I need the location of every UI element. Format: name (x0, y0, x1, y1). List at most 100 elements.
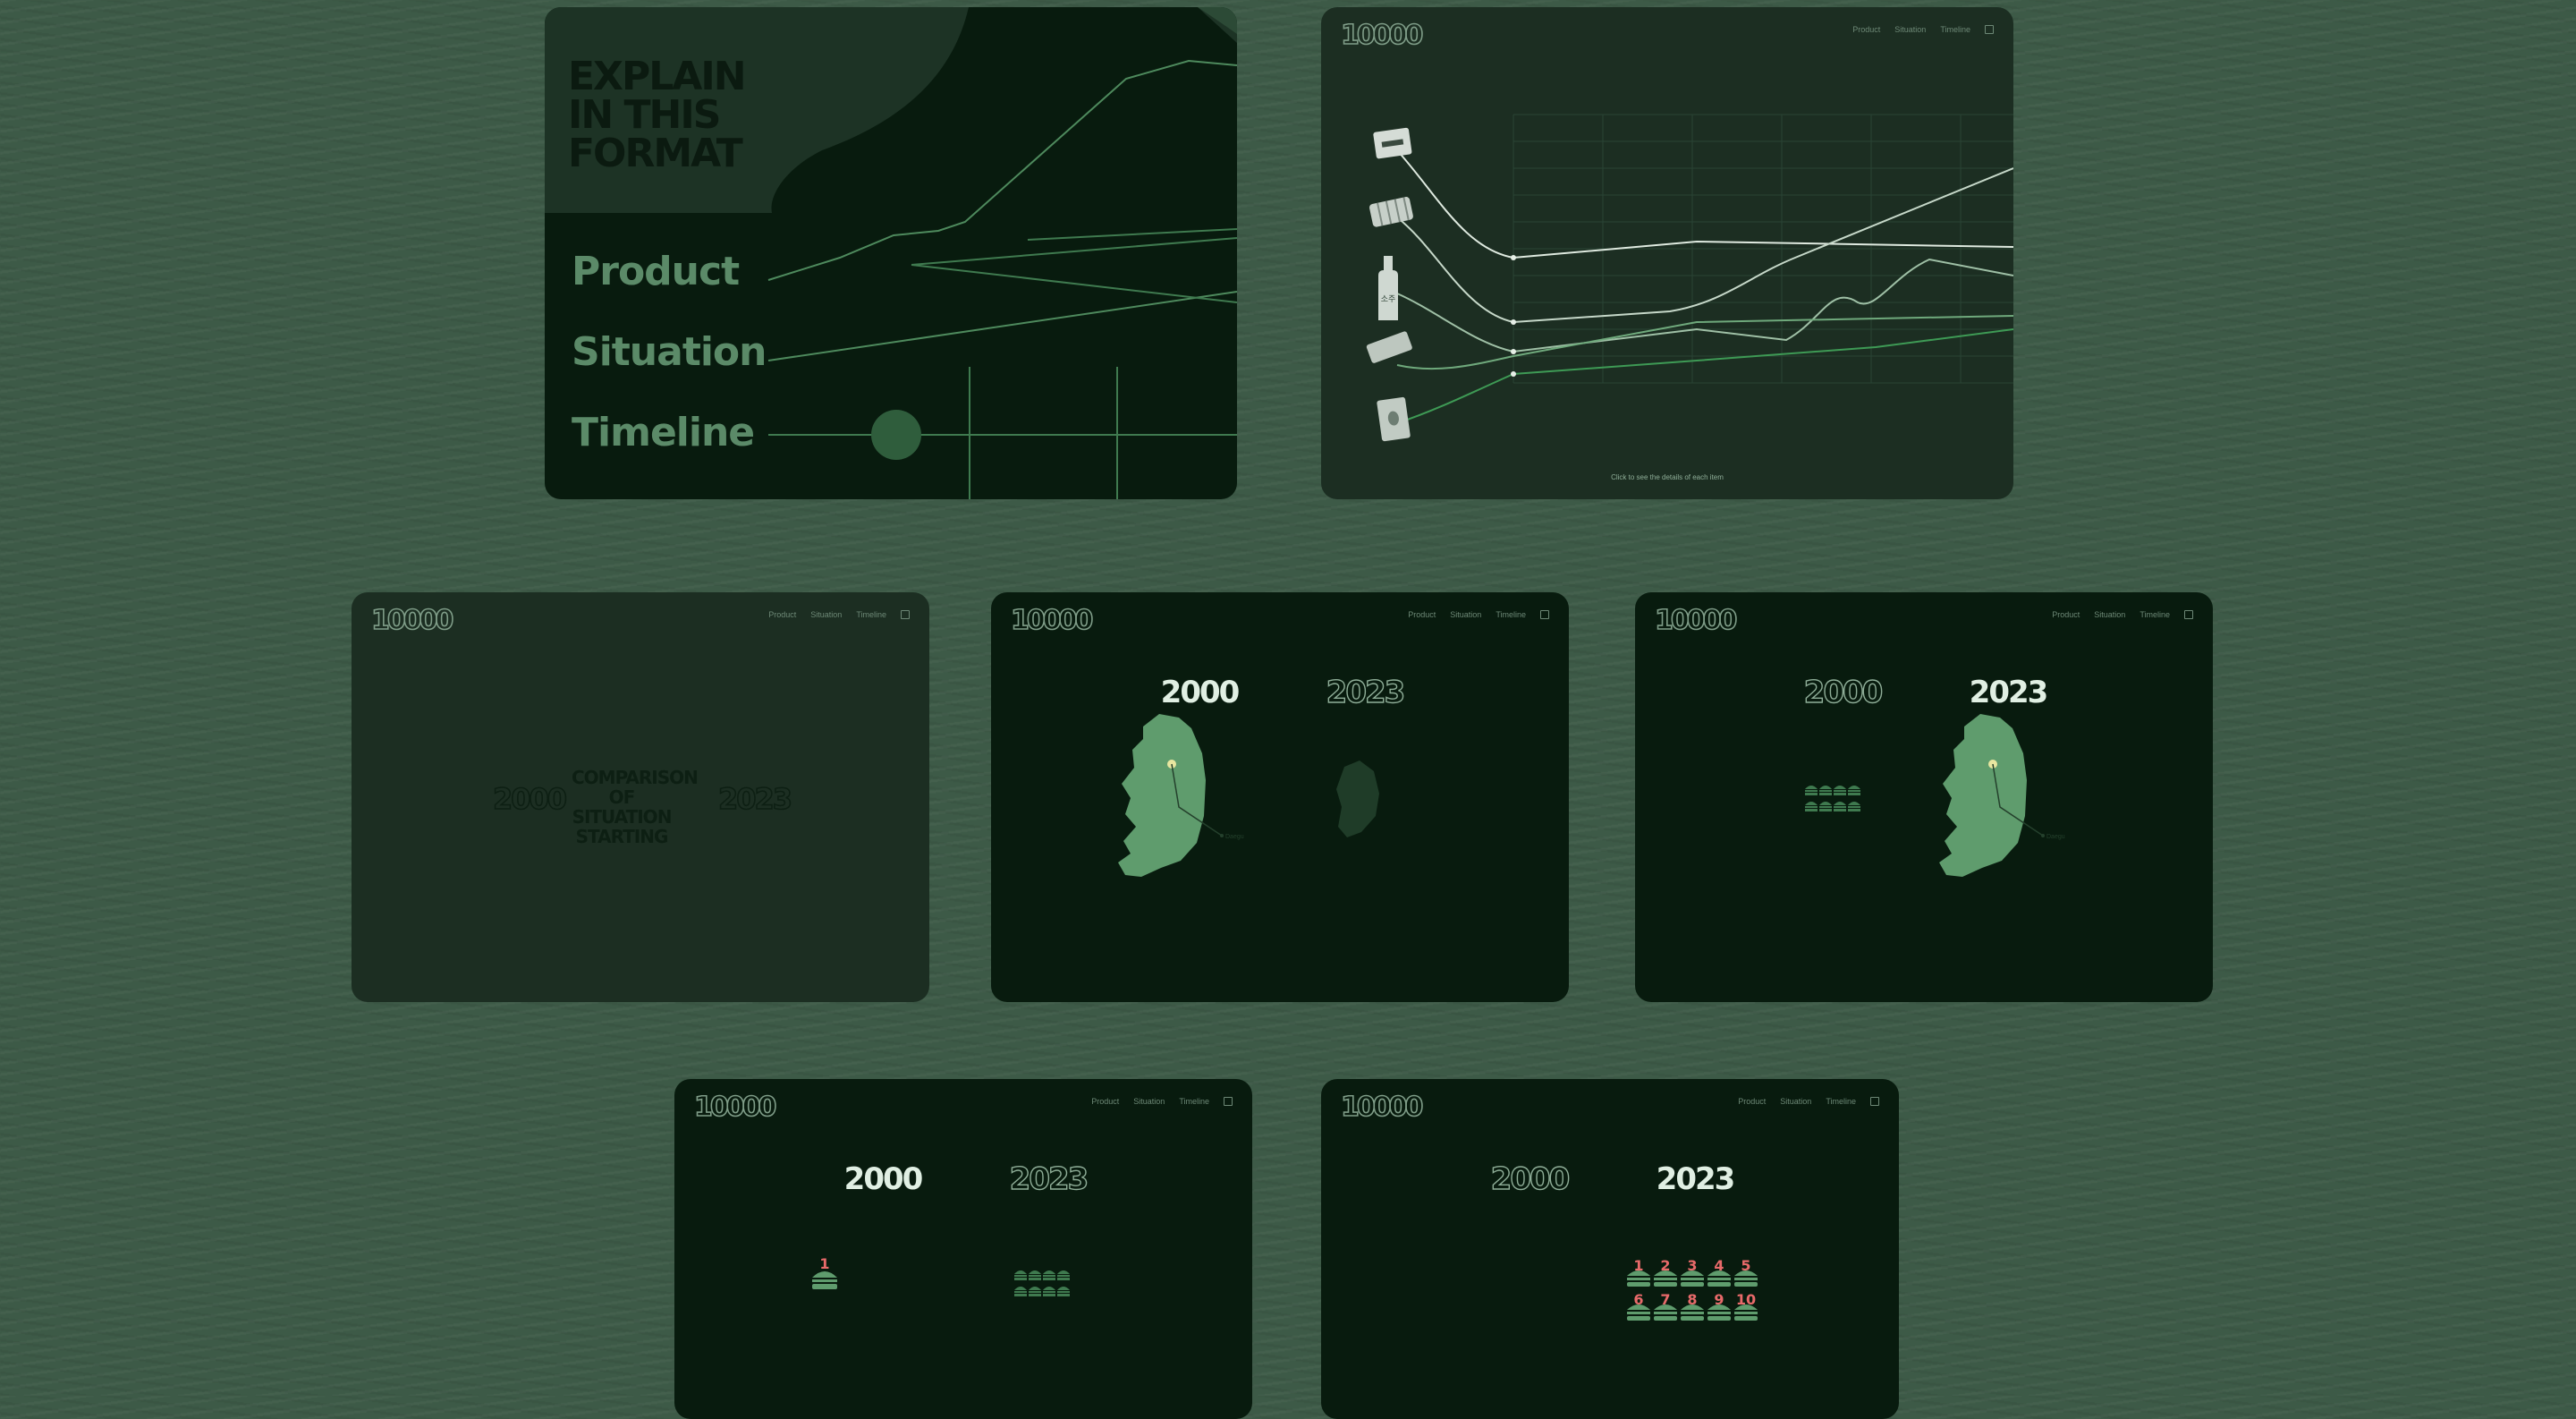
menu-product[interactable]: Product (572, 249, 740, 294)
product-chart-card: 10000 Product Situation Timeline (1321, 7, 2013, 499)
burger-cluster-icon (1805, 786, 1860, 811)
nav-product[interactable]: Product (1738, 1097, 1767, 1106)
burger-icon (812, 1271, 837, 1289)
burger-number: 10 (1736, 1291, 1756, 1308)
count-2023-card: 10000 Product Situation Timeline 2000 20… (1321, 1079, 1899, 1419)
menu-timeline[interactable]: Timeline (572, 410, 755, 455)
nav-timeline[interactable]: Timeline (1179, 1097, 1209, 1106)
burger-number: 4 (1714, 1257, 1724, 1274)
brand-logo[interactable]: 10000 (1654, 604, 1738, 637)
comparison-year-from: 2000 (492, 781, 568, 817)
product-lines-graphic: 소주 (1366, 114, 2013, 442)
packet-icon[interactable] (1373, 127, 1412, 159)
burger-grid (1627, 1270, 1758, 1321)
comparison-year-to: 2023 (717, 781, 793, 817)
korea-map-graphic: Daegu (1118, 714, 1379, 877)
korea-map-2000 (1118, 714, 1206, 877)
burger-number: 2 (1660, 1257, 1670, 1274)
nav-situation[interactable]: Situation (810, 610, 843, 619)
intro-card: EXPLAIN IN THIS FORMAT Product Situation… (545, 7, 1237, 499)
top-nav: Product Situation Timeline (768, 610, 910, 619)
brand-logo[interactable]: 10000 (1010, 604, 1094, 637)
external-link-icon[interactable] (1985, 25, 1994, 34)
brand-logo[interactable]: 10000 (370, 604, 454, 637)
nav-timeline[interactable]: Timeline (1496, 610, 1526, 619)
bottle-icon[interactable]: 소주 (1378, 256, 1398, 320)
top-nav: Product Situation Timeline (1852, 25, 1994, 34)
pouch-icon[interactable] (1377, 396, 1411, 442)
year-2000-tab[interactable]: 2000 (843, 1161, 924, 1197)
nav-product[interactable]: Product (1852, 25, 1881, 34)
external-link-icon[interactable] (1224, 1097, 1233, 1106)
caption-line: STARTING (575, 826, 669, 847)
burger-number: 3 (1687, 1257, 1697, 1274)
caption-line: COMPARISON (572, 767, 699, 788)
intro-title-line: FORMAT (568, 131, 743, 176)
bottle-label: 소주 (1381, 294, 1396, 304)
year-2023-tab[interactable]: 2023 (1326, 674, 1406, 710)
burger-number: 5 (1741, 1257, 1750, 1274)
nav-situation[interactable]: Situation (2094, 610, 2126, 619)
nav-product[interactable]: Product (768, 610, 797, 619)
nav-product[interactable]: Product (2052, 610, 2080, 619)
nav-timeline[interactable]: Timeline (2140, 610, 2170, 619)
nav-situation[interactable]: Situation (1780, 1097, 1812, 1106)
intro-title-panel (545, 7, 969, 213)
nav-situation[interactable]: Situation (1450, 610, 1482, 619)
year-2000-tab[interactable]: 2000 (1490, 1160, 1571, 1197)
burger-number: 7 (1660, 1291, 1670, 1308)
top-nav: Product Situation Timeline (1408, 610, 1549, 619)
burger-number: 1 (819, 1255, 829, 1272)
year-2023-tab[interactable]: 2023 (1969, 675, 2049, 710)
nav-timeline[interactable]: Timeline (1826, 1097, 1856, 1106)
series-line-3 (1396, 258, 2013, 353)
comparison-caption: COMPARISON OF SITUATION STARTING (572, 767, 699, 847)
nav-product[interactable]: Product (1091, 1097, 1120, 1106)
map-2023-card: 10000 Product Situation Timeline 2000 20… (1635, 592, 2213, 1002)
external-link-icon[interactable] (1870, 1097, 1879, 1106)
brand-logo[interactable]: 10000 (693, 1091, 777, 1124)
menu-situation[interactable]: Situation (572, 329, 767, 375)
intro-graphic (545, 7, 1237, 499)
comparison-intro-card: 10000 Product Situation Timeline 2000 CO… (352, 592, 929, 1002)
count-2000-card: 10000 Product Situation Timeline 2000 20… (674, 1079, 1252, 1419)
nav-situation[interactable]: Situation (1894, 25, 1927, 34)
map-city-label: Daegu (1225, 834, 1244, 840)
series-line-5 (1396, 328, 2013, 424)
year-2000-tab[interactable]: 2000 (1160, 675, 1241, 710)
series-line-1 (1396, 149, 2013, 259)
burger-number: 1 (1633, 1257, 1643, 1274)
series-line-4 (1396, 315, 2013, 370)
external-link-icon[interactable] (1540, 610, 1549, 619)
caption-line: OF SITUATION (572, 786, 673, 828)
external-link-icon[interactable] (2184, 610, 2193, 619)
brand-logo[interactable]: 10000 (1340, 19, 1424, 52)
intro-title-line: IN THIS (568, 92, 721, 138)
year-2023-tab[interactable]: 2023 (1009, 1160, 1089, 1197)
nav-product[interactable]: Product (1408, 610, 1436, 619)
korea-map-2023 (1939, 714, 2027, 877)
burger-cluster-icon (1014, 1270, 1070, 1296)
intro-title-line: EXPLAIN (568, 54, 747, 99)
can-stack-icon[interactable] (1368, 196, 1413, 227)
top-nav: Product Situation Timeline (1738, 1097, 1879, 1106)
intro-title: EXPLAIN IN THIS FORMAT (568, 54, 747, 176)
tray-icon[interactable] (1366, 331, 1413, 364)
nav-situation[interactable]: Situation (1133, 1097, 1165, 1106)
burger-number: 6 (1633, 1291, 1643, 1308)
korea-map-graphic: Daegu (1805, 714, 2065, 877)
map-2000-card: 10000 Product Situation Timeline 2000 20… (991, 592, 1569, 1002)
brand-logo[interactable]: 10000 (1340, 1091, 1424, 1124)
nav-timeline[interactable]: Timeline (856, 610, 886, 619)
nav-timeline[interactable]: Timeline (1940, 25, 1970, 34)
chart-hint: Click to see the details of each item (1611, 473, 1724, 481)
top-nav: Product Situation Timeline (2052, 610, 2193, 619)
korea-map-2023-dim (1336, 760, 1379, 837)
year-2000-tab[interactable]: 2000 (1803, 674, 1884, 710)
intro-line (767, 59, 1237, 281)
year-2023-tab[interactable]: 2023 (1656, 1161, 1736, 1197)
top-nav: Product Situation Timeline (1091, 1097, 1233, 1106)
burger-number: 9 (1714, 1291, 1724, 1308)
external-link-icon[interactable] (901, 610, 910, 619)
series-line-2 (1396, 167, 2013, 324)
